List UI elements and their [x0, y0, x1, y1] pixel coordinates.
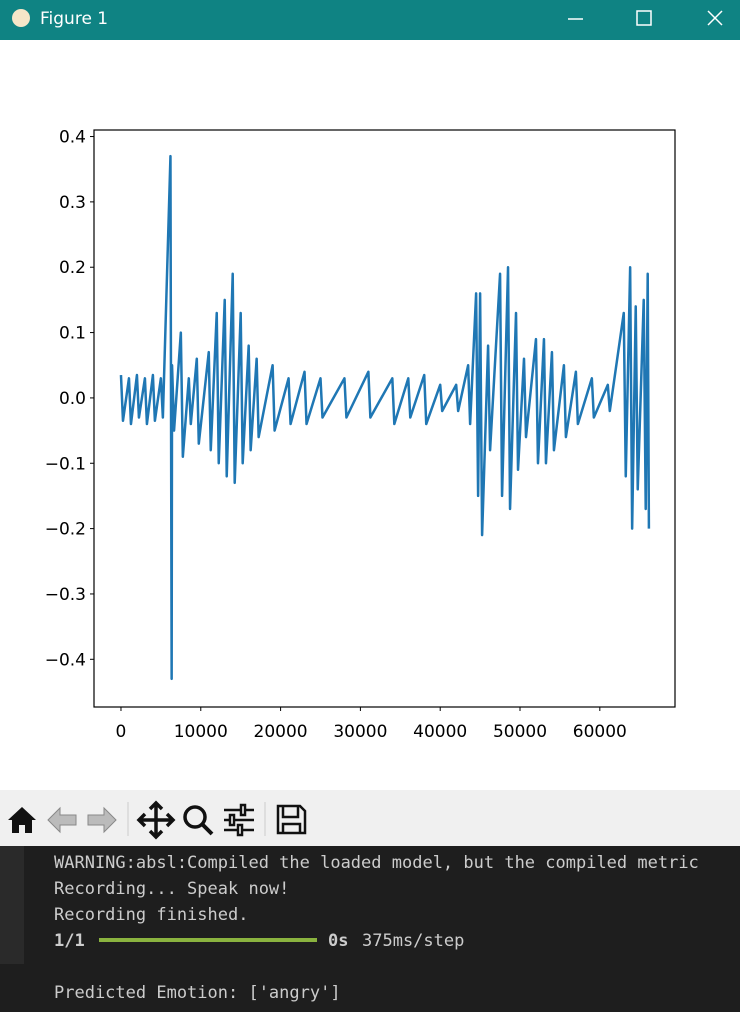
x-tick-label: 10000 — [174, 722, 228, 742]
terminal-line: Recording... Speak now! — [54, 879, 289, 899]
axes-frame — [93, 129, 676, 708]
y-tick-label: 0.4 — [59, 128, 86, 148]
x-tick-label: 60000 — [573, 722, 627, 742]
progress-time: 0s — [328, 931, 348, 951]
terminal-gutter — [0, 846, 24, 964]
y-tick-label: −0.4 — [45, 650, 86, 670]
y-tick-label: −0.1 — [45, 454, 86, 474]
toolbar — [0, 790, 740, 846]
back-button[interactable] — [47, 806, 77, 834]
y-tick-label: −0.2 — [45, 520, 86, 540]
terminal-line: Recording finished. — [54, 905, 248, 925]
x-tick-label: 20000 — [254, 722, 308, 742]
maximize-button[interactable] — [636, 10, 652, 26]
forward-button[interactable] — [87, 806, 117, 834]
y-tick-label: 0.0 — [59, 389, 86, 409]
plot: −0.4 −0.3 −0.2 −0.1 0.0 0.1 0.2 0.3 0.4 0 10000 200… — [45, 128, 676, 742]
x-tick-label: 0 — [116, 722, 127, 742]
home-button[interactable] — [8, 807, 36, 833]
window-title: Figure 1 — [40, 9, 108, 29]
y-tick-label: 0.2 — [59, 258, 86, 278]
terminal-line: WARNING:absl:Compiled the loaded model, … — [54, 853, 699, 873]
app-icon — [12, 9, 30, 27]
progress-rate: 375ms/step — [362, 931, 464, 951]
zoom-button[interactable] — [183, 805, 207, 829]
x-tick-label: 40000 — [413, 722, 467, 742]
terminal — [0, 846, 740, 1007]
close-button[interactable] — [707, 10, 723, 26]
y-tick-label: 0.3 — [59, 193, 86, 213]
x-tick-label: 30000 — [333, 722, 387, 742]
progress-step: 1/1 — [54, 931, 85, 951]
prediction: Predicted Emotion: ['angry'] — [54, 983, 341, 1003]
y-tick-label: −0.3 — [45, 585, 86, 605]
title-bar — [0, 0, 740, 40]
configure-button[interactable] — [224, 803, 254, 837]
pan-button[interactable] — [136, 800, 176, 840]
y-tick-label: 0.1 — [59, 324, 86, 344]
save-button[interactable] — [276, 804, 307, 835]
x-tick-label: 50000 — [493, 722, 547, 742]
waveform — [119, 154, 651, 681]
